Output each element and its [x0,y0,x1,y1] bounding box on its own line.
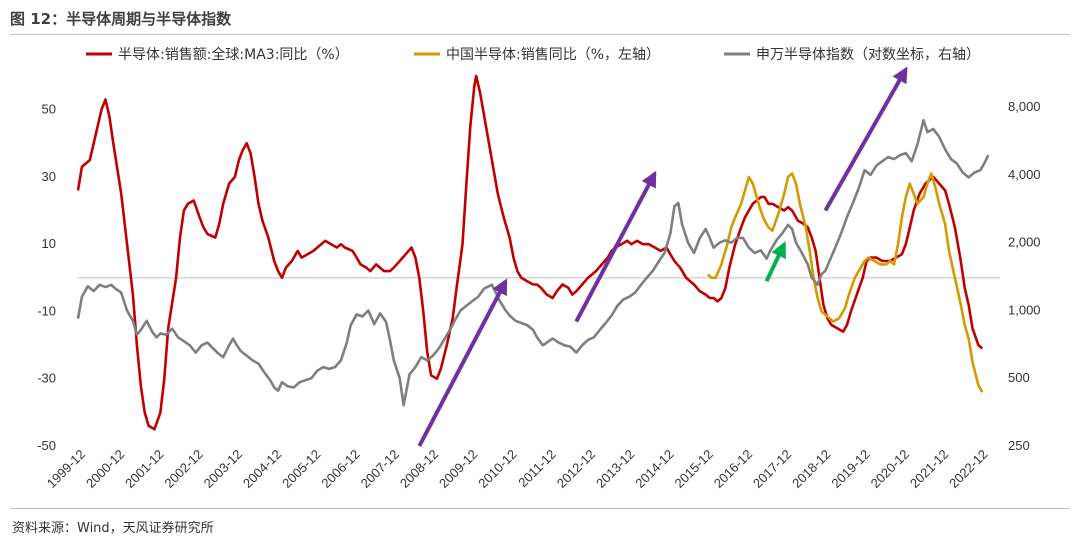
legend-label: 中国半导体:销售同比（%，左轴） [446,47,660,63]
right-tick-label: 250 [1008,438,1030,453]
left-tick-label: -10 [37,303,56,318]
x-tick-label: 2015-12 [671,447,715,491]
series-line-2 [76,118,990,407]
semiconductor-cycle-chart: 半导体:销售额:全球:MA3:同比（%） 中国半导体:销售同比（%，左轴） 申万半导… [37,46,1041,491]
legend-item-2: 申万半导体指数（对数坐标，右轴） [724,47,980,63]
right-tick-label: 8,000 [1008,99,1041,114]
source-note: 资料来源：Wind，天风证券研究所 [12,521,214,536]
legend-label: 半导体:销售额:全球:MA3:同比（%） [118,46,349,63]
right-tick-label: 1,000 [1008,302,1041,317]
left-tick-label: -30 [37,371,56,386]
x-tick-label: 2016-12 [711,447,755,491]
left-tick-label: -50 [37,438,56,453]
x-tick-label: 2001-12 [122,447,166,491]
x-tick-label: 2018-12 [789,447,833,491]
x-tick-label: 2000-12 [83,447,127,491]
x-tick-label: 2013-12 [593,447,637,491]
series-line-0 [76,74,984,431]
legend: 半导体:销售额:全球:MA3:同比（%） 中国半导体:销售同比（%，左轴） 申万半导… [86,46,980,63]
x-tick-label: 2017-12 [750,447,794,491]
trend-arrow [574,170,657,323]
right-tick-label: 500 [1008,370,1030,385]
x-tick-label: 2021-12 [907,447,951,491]
x-tick-label: 2002-12 [161,447,205,491]
right-tick-label: 2,000 [1008,235,1041,250]
x-tick-label: 2010-12 [475,447,519,491]
title-divider [10,34,1070,35]
x-tick-label: 2007-12 [358,447,402,491]
right-tick-label: 4,000 [1008,167,1041,182]
x-tick-label: 2019-12 [828,447,872,491]
x-tick-label: 2005-12 [279,447,323,491]
trend-arrow [417,278,508,447]
x-tick-label: 2012-12 [554,447,598,491]
legend-label: 申万半导体指数（对数坐标，右轴） [756,47,980,63]
x-tick-label: 2020-12 [868,447,912,491]
x-tick-label: 2009-12 [436,447,480,491]
left-tick-label: 50 [42,102,56,117]
legend-item-1: 中国半导体:销售同比（%，左轴） [414,47,660,63]
plot-area [76,66,990,447]
x-tick-label: 2022-12 [946,447,990,491]
x-tick-label: 1999-12 [44,447,88,491]
series-line-1 [706,172,984,393]
x-tick-label: 2004-12 [240,447,284,491]
x-tick-label: 2003-12 [201,447,245,491]
x-tick-label: 2014-12 [632,447,676,491]
footer-divider [10,508,1070,509]
x-tick-label: 2006-12 [318,447,362,491]
left-tick-label: 30 [42,169,56,184]
left-tick-label: 10 [42,236,56,251]
x-tick-label: 2011-12 [515,447,559,491]
legend-item-0: 半导体:销售额:全球:MA3:同比（%） [86,46,349,63]
x-tick-label: 2008-12 [397,447,441,491]
figure-title: 图 12：半导体周期与半导体指数 [10,10,232,28]
trend-arrow [823,66,908,212]
trend-arrow [764,241,787,283]
